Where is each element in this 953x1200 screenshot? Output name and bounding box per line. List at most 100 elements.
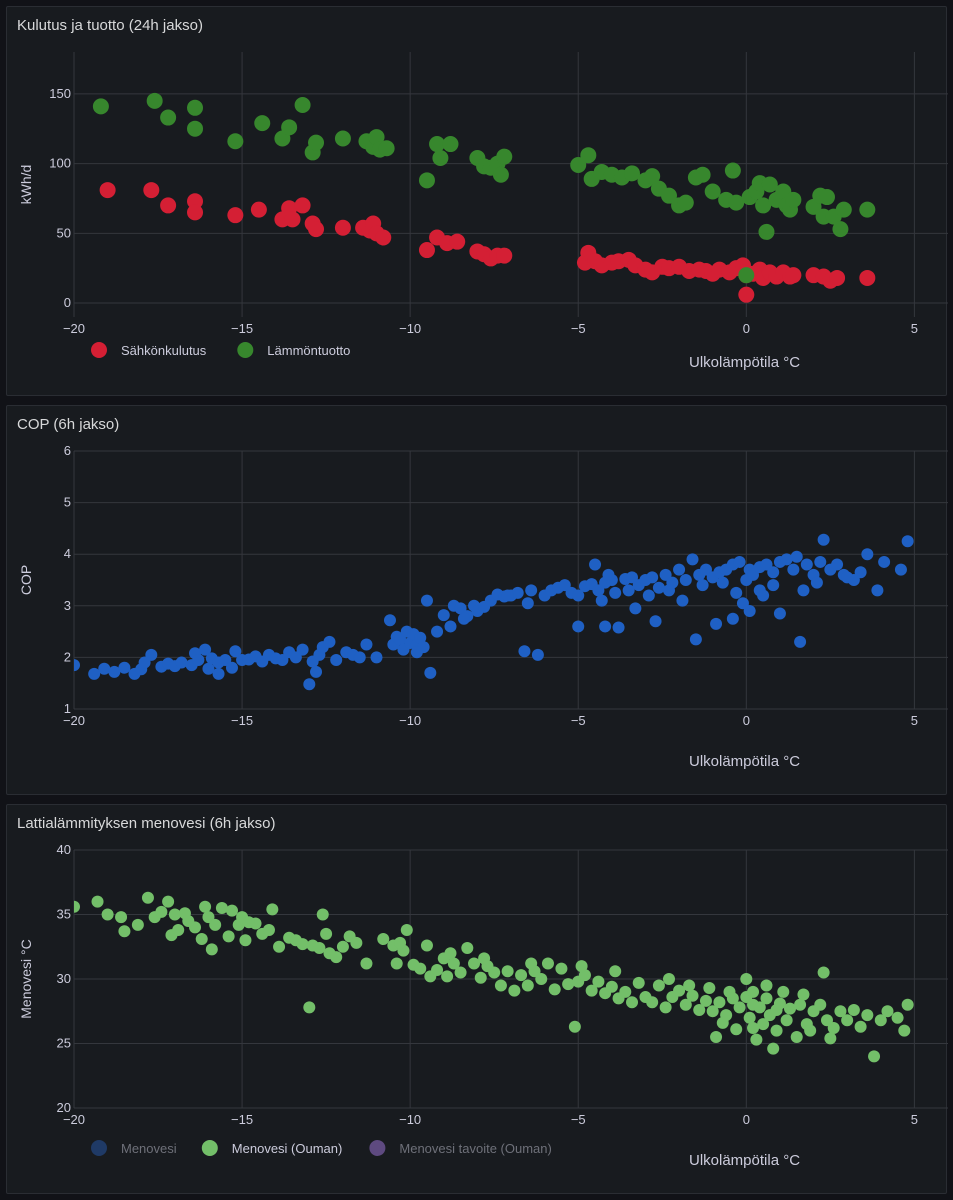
data-point (531, 648, 544, 661)
x-tick-label: 0 (743, 713, 750, 728)
data-point (730, 1023, 743, 1036)
data-point (310, 665, 323, 678)
data-point (854, 1020, 867, 1033)
data-point (187, 204, 204, 221)
x-tick-label: −20 (63, 713, 85, 728)
data-point (738, 286, 755, 303)
data-point (172, 923, 185, 936)
data-point (730, 586, 743, 599)
data-point (562, 978, 575, 991)
data-point (441, 970, 454, 983)
x-axis-label: Ulkolämpötila °C (689, 354, 800, 371)
panel-title: COP (6h jakso) (17, 416, 120, 433)
data-point (861, 548, 874, 561)
data-point (461, 942, 474, 955)
data-point (74, 900, 80, 913)
data-point (202, 911, 215, 924)
x-tick-label: 5 (911, 1112, 918, 1127)
data-point (91, 895, 104, 908)
data-point (488, 966, 501, 979)
data-point (785, 191, 802, 208)
y-axis-label: COP (18, 565, 34, 595)
data-point (225, 661, 238, 674)
data-point (660, 187, 677, 204)
x-tick-label: −10 (399, 713, 421, 728)
data-point (679, 574, 692, 586)
y-axis-label: kWh/d (18, 165, 34, 205)
x-tick-label: 5 (911, 713, 918, 728)
legend-label: Menovesi (121, 1141, 177, 1156)
data-point (777, 985, 790, 998)
data-point (626, 571, 639, 584)
data-point (829, 269, 846, 286)
data-point (753, 584, 766, 597)
data-point (824, 1032, 837, 1045)
data-point (420, 594, 433, 607)
data-point (743, 1011, 756, 1024)
data-point (827, 1022, 840, 1035)
data-point (414, 962, 427, 975)
data-point (797, 584, 810, 597)
data-point (432, 150, 449, 166)
data-point (535, 973, 548, 985)
y-tick-label: 20 (57, 1100, 71, 1115)
data-point (294, 197, 311, 214)
legend-marker (201, 1140, 218, 1156)
data-point (308, 134, 325, 151)
data-point (254, 115, 271, 132)
data-point (726, 612, 739, 625)
data-point (141, 891, 154, 904)
legend-label: Sähkönkulutus (121, 343, 207, 358)
data-point (146, 92, 163, 109)
data-point (187, 120, 204, 137)
data-point (383, 614, 396, 627)
y-tick-label: 6 (64, 443, 71, 458)
data-point (525, 957, 538, 970)
data-point (652, 979, 665, 992)
data-point (755, 197, 772, 214)
data-point (92, 98, 109, 115)
data-point (521, 597, 534, 610)
data-point (390, 957, 403, 970)
y-axis-label: Menovesi °C (18, 939, 34, 1019)
data-point (891, 1011, 904, 1024)
data-point (370, 651, 383, 664)
data-point (626, 996, 639, 1009)
data-point (817, 533, 830, 546)
data-point (568, 1020, 581, 1033)
data-point (199, 900, 212, 913)
data-point (454, 602, 467, 615)
data-point (192, 653, 205, 666)
data-point (646, 996, 659, 1009)
data-point (118, 925, 131, 938)
data-point (225, 904, 238, 917)
data-point (652, 581, 665, 594)
data-point (478, 952, 491, 965)
data-point (377, 933, 390, 946)
data-point (118, 661, 131, 674)
data-point (710, 1031, 723, 1044)
x-tick-label: −10 (399, 321, 421, 336)
legend-marker (237, 342, 254, 358)
data-point (518, 645, 531, 658)
data-point (429, 136, 446, 153)
data-point (525, 584, 538, 597)
data-point (804, 1024, 817, 1037)
data-point (289, 651, 302, 664)
data-point (704, 183, 721, 200)
data-point (629, 602, 642, 615)
data-point (182, 914, 195, 927)
data-point (832, 221, 849, 238)
chart-flow-water: −20 −15 −10 −5 0 5 20 25 30 35 40 Menovesi °C Ulkolä… (18, 842, 948, 1169)
data-point (820, 1014, 833, 1027)
data-point (239, 934, 252, 947)
data-point (659, 1001, 672, 1014)
data-point (780, 553, 793, 566)
data-point (686, 989, 699, 1002)
y-tick-label: 0 (64, 295, 71, 310)
data-point (797, 988, 810, 1001)
data-point (728, 194, 745, 211)
data-point (400, 923, 413, 936)
data-point (418, 242, 435, 259)
data-point (108, 665, 121, 678)
